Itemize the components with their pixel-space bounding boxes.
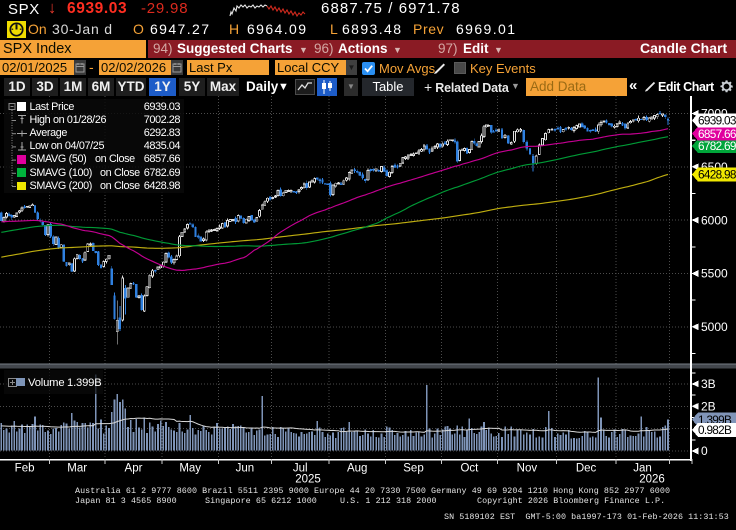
svg-text:2025: 2025 — [295, 474, 321, 486]
svg-text:Oct: Oct — [460, 463, 479, 475]
svg-text:5000: 5000 — [701, 320, 728, 334]
svg-text:Mar: Mar — [67, 463, 87, 475]
svg-text:2B: 2B — [701, 400, 716, 414]
svg-text:May: May — [179, 463, 201, 475]
svg-text:6428.98: 6428.98 — [698, 168, 736, 182]
svg-text:6000: 6000 — [701, 213, 728, 227]
svg-text:2026: 2026 — [639, 474, 665, 486]
svg-text:6782.69: 6782.69 — [698, 139, 736, 153]
svg-text:5500: 5500 — [701, 267, 728, 281]
svg-text:Aug: Aug — [347, 463, 367, 475]
svg-text:6857.66: 6857.66 — [698, 127, 736, 141]
svg-text:Jan: Jan — [633, 463, 652, 475]
svg-text:Dec: Dec — [576, 463, 597, 475]
svg-text:Jul: Jul — [293, 463, 308, 475]
svg-text:6939.03: 6939.03 — [698, 114, 736, 128]
svg-text:Sep: Sep — [403, 463, 423, 475]
svg-text:Nov: Nov — [517, 463, 538, 475]
svg-text:0.982B: 0.982B — [698, 423, 732, 437]
svg-text:Feb: Feb — [15, 463, 35, 475]
svg-text:Apr: Apr — [125, 463, 143, 475]
svg-text:3B: 3B — [701, 377, 716, 391]
svg-text:0: 0 — [701, 444, 708, 458]
svg-text:Jun: Jun — [236, 463, 255, 475]
